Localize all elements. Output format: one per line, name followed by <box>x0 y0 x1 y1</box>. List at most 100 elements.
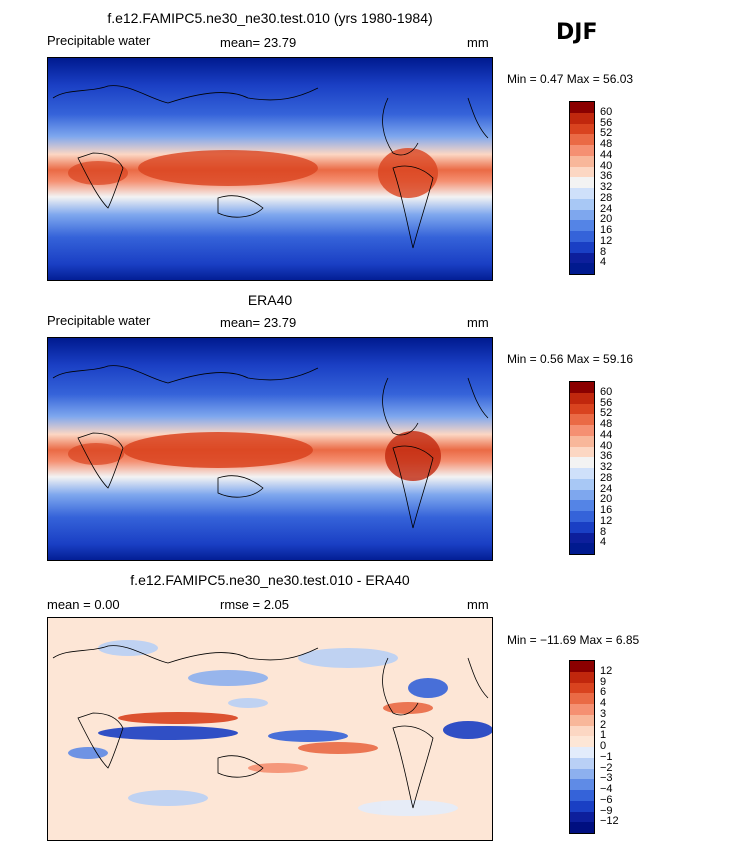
colorbar-tick-label: 60 <box>600 385 613 398</box>
colorbar-tick-label: 40 <box>600 159 613 172</box>
colorbar-tick-label: 3 <box>600 707 607 720</box>
colorbar-tick-label: 1 <box>600 729 607 742</box>
colorbar-tick-label: 6 <box>600 686 607 699</box>
colorbar-tick-label: 20 <box>600 493 613 506</box>
colorbar-swatch <box>570 425 594 436</box>
panel-2-title: ERA40 <box>247 292 293 308</box>
panel-1-colorbar <box>569 101 595 275</box>
colorbar-tick-label: 48 <box>600 418 613 430</box>
colorbar-swatch <box>570 177 594 188</box>
colorbar-tick-label: 36 <box>600 170 613 183</box>
panel-1-units-label: mm <box>467 35 489 50</box>
colorbar-swatch <box>570 714 594 726</box>
colorbar-tick-label: −6 <box>600 793 613 806</box>
colorbar-swatch <box>570 414 594 425</box>
colorbar-swatch <box>570 382 594 393</box>
colorbar-swatch <box>570 489 594 501</box>
panel-3-mean-label: mean = 0.00 <box>47 597 120 612</box>
colorbar-swatch <box>570 511 594 522</box>
colorbar-swatch <box>570 155 594 167</box>
colorbar-swatch <box>570 811 594 823</box>
colorbar-swatch <box>570 661 594 672</box>
colorbar-swatch <box>570 790 594 801</box>
panel-1-mean-label: mean= 23.79 <box>220 35 297 50</box>
colorbar-swatch <box>570 478 594 490</box>
colorbar-swatch <box>570 768 594 780</box>
colorbar-tick-label: −9 <box>600 804 613 817</box>
colorbar-swatch <box>570 500 594 511</box>
colorbar-swatch <box>570 693 594 704</box>
colorbar-swatch <box>570 102 594 113</box>
colorbar-tick-label: 12 <box>600 664 613 677</box>
colorbar-swatch <box>570 468 594 479</box>
colorbar-tick-label: 52 <box>600 127 613 140</box>
colorbar-swatch <box>570 822 594 833</box>
colorbar-swatch <box>570 543 594 554</box>
colorbar-tick-label: 16 <box>600 224 613 236</box>
colorbar-tick-label: 4 <box>600 256 607 269</box>
colorbar-tick-label: 4 <box>600 536 607 549</box>
colorbar-tick-label: 28 <box>600 191 613 204</box>
colorbar-tick-label: −2 <box>600 761 613 774</box>
colorbar-tick-label: 36 <box>600 450 613 463</box>
colorbar-tick-label: 24 <box>600 482 613 495</box>
colorbar-tick-label: −1 <box>600 750 613 763</box>
colorbar-swatch <box>570 725 594 737</box>
colorbar-tick-label: 56 <box>600 396 613 409</box>
colorbar-tick-label: 2 <box>600 718 607 731</box>
colorbar-tick-label: 60 <box>600 105 613 118</box>
colorbar-swatch <box>570 145 594 156</box>
colorbar-tick-label: −12 <box>600 815 619 828</box>
colorbar-swatch <box>570 123 594 135</box>
colorbar-swatch <box>570 198 594 210</box>
colorbar-swatch <box>570 435 594 447</box>
colorbar-swatch <box>570 134 594 145</box>
panel-1-map <box>47 57 493 281</box>
colorbar-tick-label: −3 <box>600 772 613 785</box>
colorbar-tick-label: 28 <box>600 471 613 484</box>
panel-3-map <box>47 617 493 841</box>
panel-1-minmax: Min = 0.47 Max = 56.03 <box>507 72 634 86</box>
colorbar-swatch <box>570 532 594 544</box>
panel-3-minmax: Min = −11.69 Max = 6.85 <box>507 633 640 647</box>
colorbar-tick-label: 44 <box>600 148 613 161</box>
colorbar-tick-label: 40 <box>600 439 613 452</box>
panel-2-colorbar <box>569 381 595 555</box>
colorbar-swatch <box>570 779 594 790</box>
colorbar-swatch <box>570 241 594 253</box>
colorbar-tick-label: 12 <box>600 234 613 247</box>
colorbar-tick-label: 0 <box>600 740 607 752</box>
colorbar-tick-label: 16 <box>600 504 613 516</box>
panel-3-title: f.e12.FAMIPC5.ne30_ne30.test.010 - ERA40 <box>130 572 410 588</box>
colorbar-tick-label: 52 <box>600 407 613 420</box>
colorbar-swatch <box>570 757 594 769</box>
colorbar-swatch <box>570 747 594 758</box>
colorbar-tick-label: 32 <box>600 181 613 193</box>
panel-3-units-label: mm <box>467 597 489 612</box>
colorbar-swatch <box>570 188 594 199</box>
colorbar-tick-label: 8 <box>600 525 607 538</box>
colorbar-swatch <box>570 252 594 264</box>
colorbar-swatch <box>570 220 594 231</box>
colorbar-tick-label: 32 <box>600 461 613 473</box>
panel-2-units-label: mm <box>467 315 489 330</box>
colorbar-swatch <box>570 403 594 415</box>
panel-1-title: f.e12.FAMIPC5.ne30_ne30.test.010 (yrs 19… <box>107 10 433 26</box>
colorbar-swatch <box>570 704 594 715</box>
colorbar-tick-label: 4 <box>600 697 607 709</box>
colorbar-swatch <box>570 231 594 242</box>
colorbar-tick-label: 48 <box>600 138 613 150</box>
colorbar-swatch <box>570 209 594 221</box>
season-label: DJF <box>556 20 598 45</box>
colorbar-tick-label: 12 <box>600 514 613 527</box>
colorbar-swatch <box>570 800 594 812</box>
colorbar-swatch <box>570 263 594 274</box>
colorbar-tick-label: 9 <box>600 675 607 688</box>
colorbar-swatch <box>570 166 594 178</box>
colorbar-swatch <box>570 457 594 468</box>
colorbar-tick-label: 8 <box>600 245 607 258</box>
colorbar-swatch <box>570 112 594 124</box>
panel-2-map <box>47 337 493 561</box>
panel-3-rmse-label: rmse = 2.05 <box>220 597 290 612</box>
panel-3-colorbar <box>569 660 595 834</box>
